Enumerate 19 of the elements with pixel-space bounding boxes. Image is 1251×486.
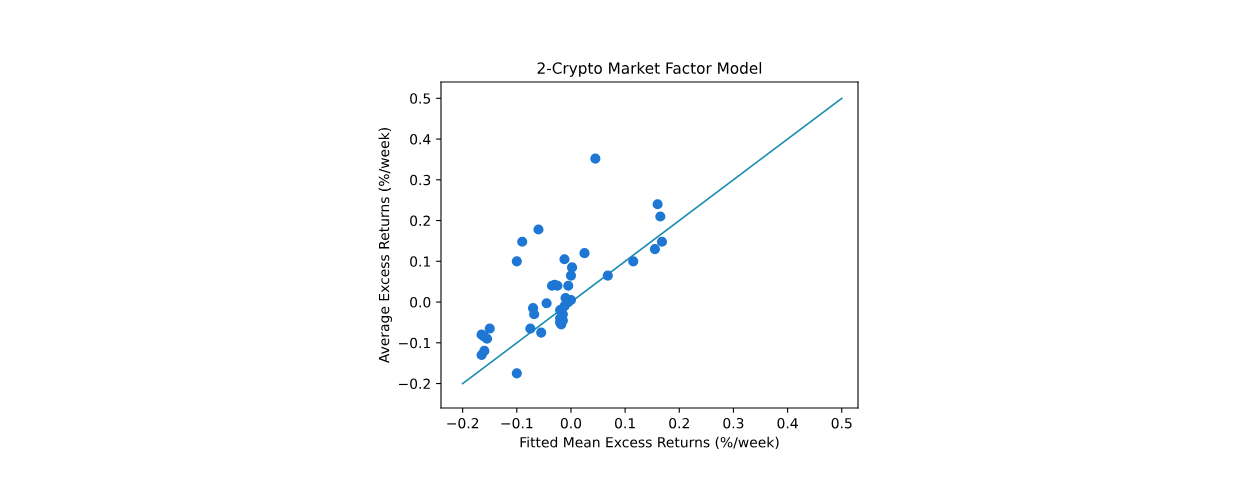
x-tick-label: 0.5 xyxy=(831,417,852,429)
y-axis-title: Average Excess Returns (%/week) xyxy=(378,128,392,363)
y-tick-label: 0.1 xyxy=(410,256,430,267)
x-axis-title: Fitted Mean Excess Returns (%/week) xyxy=(520,436,779,450)
x-tick-label: 0.2 xyxy=(669,417,689,429)
y-tick-label: −0.1 xyxy=(399,337,430,349)
x-tick-label: 0.4 xyxy=(777,417,798,429)
x-tick-label: −0.1 xyxy=(501,417,533,429)
y-tick-label: 0.2 xyxy=(410,215,430,227)
y-tick-label: 0.0 xyxy=(410,297,431,308)
y-tick-label: 0.3 xyxy=(410,174,431,186)
y-tick-label: −0.2 xyxy=(399,378,430,390)
x-tick-label: −0.2 xyxy=(447,417,479,429)
y-tick-label: 0.4 xyxy=(410,134,431,145)
y-tick-label: 0.5 xyxy=(410,93,431,104)
x-tick-label: 0.0 xyxy=(560,417,582,429)
x-tick-label: 0.1 xyxy=(615,417,635,429)
chart-title: 2-Crypto Market Factor Model xyxy=(537,62,762,77)
x-tick-label: 0.3 xyxy=(723,417,744,429)
